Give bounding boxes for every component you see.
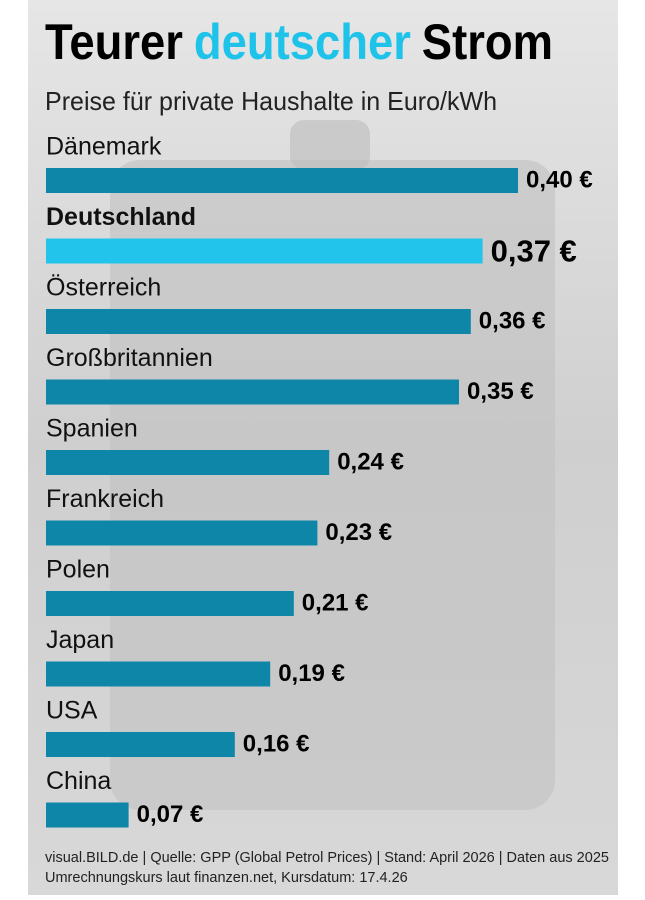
bar xyxy=(46,309,471,334)
value-label: 0,07 € xyxy=(137,801,204,828)
value-label: 0,36 € xyxy=(479,307,546,334)
value-label: 0,24 € xyxy=(337,448,404,475)
chart-subtitle: Preise für private Haushalte in Euro/kWh xyxy=(45,86,497,116)
chart-title: TeurerdeutscherStrom xyxy=(45,14,553,70)
value-label: 0,37 € xyxy=(491,234,577,269)
title-word: Strom xyxy=(422,14,553,70)
bar xyxy=(46,661,271,687)
value-label: 0,23 € xyxy=(325,519,392,546)
title-word: deutscher xyxy=(194,14,411,70)
meter-top xyxy=(290,120,370,170)
value-label: 0,19 € xyxy=(278,660,345,687)
bar xyxy=(46,520,318,546)
bar xyxy=(46,238,483,264)
value-label: 0,16 € xyxy=(243,730,310,757)
category-label: Japan xyxy=(46,626,114,654)
bar xyxy=(46,591,294,616)
bar xyxy=(46,732,235,757)
title-word: Teurer xyxy=(45,14,183,70)
category-label: China xyxy=(46,767,111,795)
value-label: 0,35 € xyxy=(467,378,534,405)
bar xyxy=(46,802,129,828)
category-label: Deutschland xyxy=(46,203,196,231)
footer: visual.BILD.de | Quelle: GPP (Global Pet… xyxy=(45,850,609,866)
bar xyxy=(46,450,330,475)
footer: Umrechnungskurs laut finanzen.net, Kursd… xyxy=(45,870,408,886)
category-label: Spanien xyxy=(46,415,138,443)
bar xyxy=(46,168,518,193)
category-label: Österreich xyxy=(46,274,161,302)
category-label: Großbritannien xyxy=(46,344,213,372)
category-label: Dänemark xyxy=(46,133,162,161)
bar xyxy=(46,379,459,405)
category-label: Polen xyxy=(46,556,110,584)
category-label: Frankreich xyxy=(46,485,164,513)
category-label: USA xyxy=(46,697,98,725)
value-label: 0,21 € xyxy=(302,589,369,616)
value-label: 0,40 € xyxy=(526,166,593,193)
